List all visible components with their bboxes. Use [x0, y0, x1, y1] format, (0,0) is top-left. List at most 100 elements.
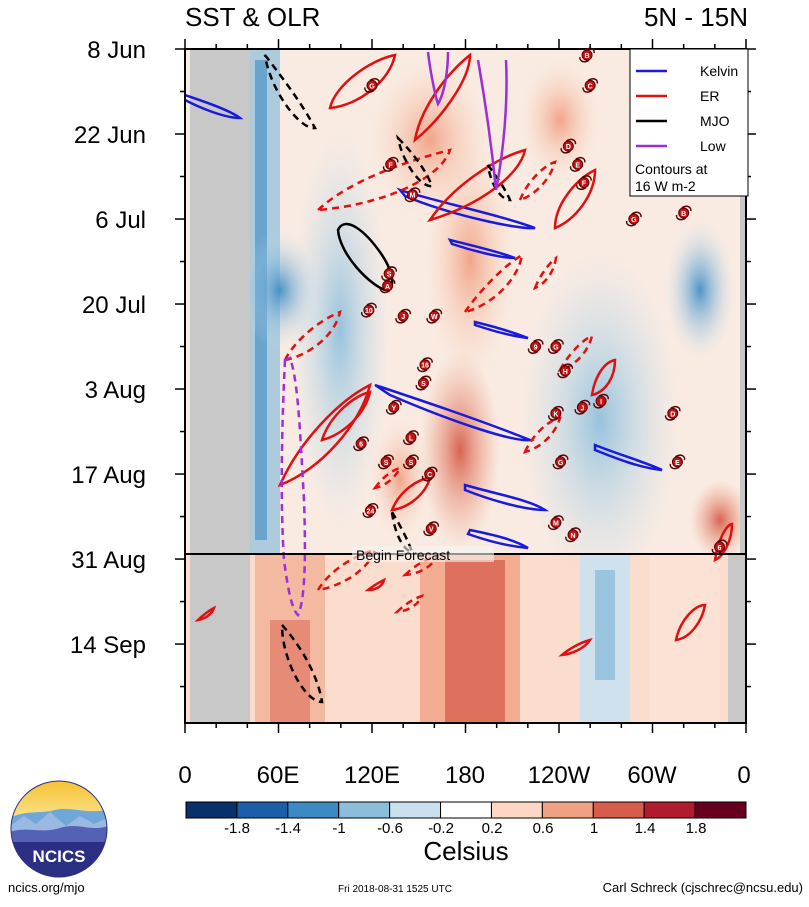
- legend-box: [629, 48, 749, 197]
- er-contour: [364, 577, 386, 592]
- y-tick-label: 3 Aug: [85, 377, 146, 404]
- low-contour: [476, 59, 508, 191]
- svg-text:J: J: [401, 314, 405, 321]
- svg-text:10: 10: [365, 308, 373, 315]
- mjo-contour: [280, 621, 324, 704]
- er-contour: [320, 390, 372, 442]
- kelvin-contour: [447, 238, 516, 260]
- colorbar-tick-label: -0.6: [377, 820, 403, 837]
- colorbar-box: [236, 801, 289, 819]
- low-contour: [426, 51, 450, 108]
- svg-text:I: I: [600, 399, 602, 406]
- colorbar-box: [490, 801, 543, 819]
- er-contour: [553, 167, 597, 230]
- er-contour: [427, 148, 527, 223]
- colorbar-box: [185, 801, 238, 819]
- storm-marker: 6: [353, 436, 369, 452]
- x-tick-label: 120W: [528, 762, 591, 789]
- colorbar-box: [694, 801, 747, 819]
- svg-text:6: 6: [359, 442, 363, 449]
- mjo-contour: [486, 164, 512, 202]
- svg-text:E: E: [575, 162, 580, 169]
- svg-text:A: A: [385, 284, 390, 291]
- contour-note-line2: 16 W m-2: [635, 178, 696, 194]
- er-contour: [413, 52, 472, 144]
- er-contour: [557, 333, 594, 372]
- footer-author: Carl Schreck (cjschrec@ncsu.edu): [602, 880, 803, 895]
- er-contour: [315, 548, 377, 592]
- colorbar-box: [338, 801, 391, 819]
- storm-marker: J: [574, 399, 591, 415]
- x-tick-label: 180: [445, 762, 485, 789]
- storm-marker: B: [579, 47, 595, 63]
- colorbar-box: [287, 801, 340, 819]
- storm-marker: S: [378, 454, 394, 470]
- svg-text:S: S: [384, 460, 389, 467]
- legend-label-mjo: MJO: [700, 113, 730, 129]
- svg-text:G: G: [553, 345, 559, 352]
- colorbar-box: [389, 801, 442, 819]
- legend-label-kelvin: Kelvin: [700, 63, 738, 79]
- svg-text:L: L: [409, 436, 414, 443]
- storm-marker: D: [560, 138, 577, 154]
- svg-text:W: W: [431, 314, 438, 321]
- colorbar-tick-label: 1: [590, 820, 598, 837]
- svg-text:S: S: [409, 460, 414, 467]
- footer-timestamp: Fri 2018-08-31 1525 UTC: [338, 884, 452, 895]
- footer-url: ncics.org/mjo: [8, 880, 85, 895]
- colorbar-box: [643, 801, 696, 819]
- colorbar-tick-label: -1.8: [224, 820, 250, 837]
- svg-text:K: K: [553, 411, 558, 418]
- storm-marker: F: [382, 156, 399, 172]
- storm-marker: J: [395, 308, 412, 324]
- y-tick-label: 22 Jun: [74, 122, 146, 149]
- storm-marker: G: [552, 454, 569, 470]
- storm-marker: Y: [385, 399, 402, 415]
- svg-text:G: G: [369, 83, 375, 90]
- svg-text:16: 16: [421, 363, 429, 370]
- storm-marker: 6: [711, 539, 728, 555]
- storm-marker: S: [403, 454, 419, 470]
- storm-marker: N: [565, 527, 581, 543]
- colorbar-tick-label: 1.4: [635, 820, 656, 837]
- y-tick-label: 6 Jul: [95, 207, 146, 234]
- er-contour: [532, 255, 558, 291]
- svg-text:NCICS: NCICS: [33, 847, 86, 866]
- svg-text:J: J: [580, 405, 584, 412]
- svg-text:V: V: [429, 527, 434, 534]
- colorbar-box: [440, 801, 492, 819]
- colorbar: [185, 801, 747, 819]
- axis-ticks: [175, 39, 756, 733]
- svg-text:N: N: [570, 533, 575, 540]
- storm-marker: E: [569, 156, 586, 172]
- storm-marker: F: [576, 175, 592, 190]
- mjo-contour: [336, 222, 394, 292]
- colorbar-tick-label: 1.8: [686, 820, 707, 837]
- svg-text:E: E: [675, 460, 680, 467]
- storm-marker: G: [364, 78, 380, 93]
- svg-text:C: C: [588, 83, 593, 90]
- storm-marker: 9: [527, 339, 544, 354]
- er-contour: [558, 638, 593, 657]
- storm-marker: A: [379, 278, 396, 294]
- mjo-contour: [263, 54, 317, 130]
- er-contour: [462, 252, 524, 315]
- svg-text:F: F: [389, 162, 394, 169]
- svg-text:H: H: [563, 369, 568, 376]
- storm-marker: C: [582, 78, 599, 93]
- storm-marker: C: [421, 466, 438, 482]
- storm-marker: L: [403, 430, 419, 446]
- y-tick-label: 17 Aug: [71, 462, 146, 489]
- svg-text:D: D: [566, 144, 571, 151]
- storm-marker: G: [547, 339, 564, 354]
- storm-marker: K: [547, 405, 564, 421]
- svg-text:9: 9: [534, 345, 538, 352]
- x-tick-label: 0: [737, 762, 750, 789]
- legend-label-er: ER: [700, 88, 719, 104]
- er-contour: [517, 160, 557, 203]
- storm-marker: M: [547, 515, 564, 531]
- chart-title-left: SST & OLR: [185, 2, 320, 32]
- storm-marker: W: [426, 308, 443, 324]
- er-contour: [522, 416, 562, 454]
- svg-text:C: C: [427, 472, 432, 479]
